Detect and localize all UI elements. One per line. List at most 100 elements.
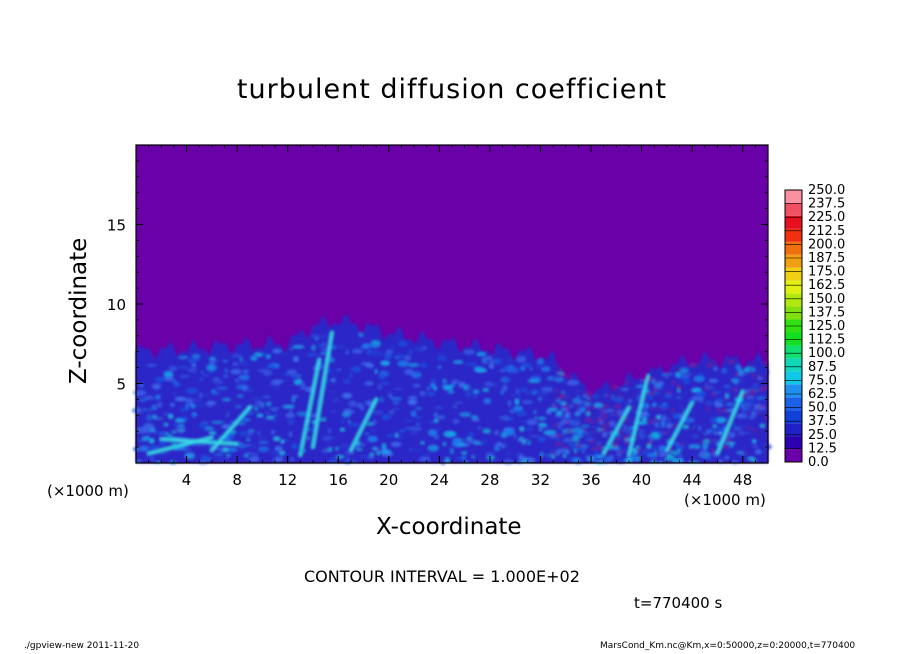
field-patch: [163, 376, 175, 382]
colorbar-label: 225.0: [808, 210, 845, 225]
field-patch: [755, 449, 762, 454]
field-patch: [344, 450, 355, 455]
field-patch: [661, 421, 665, 428]
field-speckle: [655, 420, 662, 423]
field-highlight: [273, 436, 281, 441]
field-patch: [210, 361, 215, 366]
field-speckle: [727, 411, 734, 414]
field-patch: [435, 415, 446, 419]
field-patch: [139, 445, 149, 452]
field-speckle: [643, 409, 649, 412]
field-patch: [286, 369, 298, 375]
field-speckle: [656, 452, 660, 457]
field-patch: [527, 440, 531, 445]
field-patch: [731, 423, 736, 427]
field-speckle: [761, 386, 769, 389]
field-patch: [437, 355, 447, 361]
field-patch: [486, 455, 495, 459]
field-speckle: [604, 405, 610, 408]
field-patch: [282, 353, 288, 356]
field-patch: [741, 402, 744, 409]
field-patch: [651, 446, 657, 450]
field-patch: [390, 442, 402, 447]
field-highlight: [615, 446, 618, 449]
field-patch: [541, 366, 551, 372]
field-highlight: [348, 420, 351, 423]
field-speckle: [745, 426, 752, 429]
field-highlight: [676, 449, 682, 452]
field-patch: [189, 358, 199, 362]
field-patch: [489, 362, 494, 369]
field-speckle: [601, 414, 605, 416]
field-patch: [742, 431, 753, 435]
field-patch: [442, 379, 447, 383]
field-speckle: [732, 388, 738, 391]
field-speckle: [554, 393, 561, 399]
field-patch: [517, 437, 529, 443]
field-speckle: [652, 388, 658, 391]
field-speckle: [625, 417, 629, 422]
field-patch: [271, 408, 277, 411]
field-patch: [635, 446, 640, 449]
field-speckle: [706, 402, 709, 407]
field-patch: [521, 420, 525, 423]
field-patch: [724, 455, 730, 460]
field-patch: [535, 362, 545, 369]
field-highlight: [605, 444, 614, 450]
field-patch: [544, 430, 557, 436]
field-patch: [138, 398, 147, 402]
field-speckle: [607, 449, 611, 451]
colorbar-swatch: [785, 306, 802, 320]
field-speckle: [575, 390, 579, 393]
field-patch: [411, 410, 416, 417]
field-highlight: [643, 417, 647, 422]
field-patch: [237, 394, 244, 398]
field-patch: [752, 409, 763, 413]
field-patch: [138, 384, 144, 387]
field-patch: [269, 382, 282, 385]
field-patch: [537, 436, 546, 443]
field-speckle: [750, 389, 757, 393]
field-patch: [629, 399, 632, 403]
field-patch: [236, 380, 244, 385]
field-speckle: [746, 371, 751, 375]
field-patch: [240, 361, 251, 367]
field-patch: [675, 372, 681, 378]
field-patch: [520, 366, 525, 371]
field-highlight: [563, 454, 566, 458]
field-patch: [142, 436, 151, 441]
field-patch: [556, 448, 569, 454]
field-patch: [392, 401, 400, 404]
field-patch: [731, 379, 739, 382]
field-speckle: [721, 360, 724, 362]
field-patch: [554, 415, 562, 417]
field-patch: [361, 343, 370, 349]
field-streak: [665, 401, 694, 452]
field-patch: [609, 420, 616, 427]
field-patch: [222, 360, 228, 362]
field-patch: [374, 434, 378, 436]
field-patch: [564, 412, 571, 418]
field-patch: [178, 356, 188, 359]
field-patch: [144, 395, 155, 400]
field-patch: [321, 436, 332, 441]
field-highlight: [257, 414, 263, 417]
field-highlight: [611, 431, 619, 436]
field-patch: [292, 357, 300, 362]
field-speckle: [751, 380, 759, 384]
field-speckle: [671, 381, 675, 385]
field-patch: [206, 402, 213, 408]
field-patch: [270, 452, 281, 455]
field-patch: [454, 410, 458, 414]
field-patch: [647, 453, 658, 458]
field-speckle: [594, 435, 602, 439]
x-unit-right: (×1000 m): [684, 491, 766, 509]
field-patch: [705, 383, 709, 387]
field-highlight: [467, 437, 472, 440]
field-highlight: [306, 437, 310, 440]
field-patch: [320, 365, 323, 370]
field-patch: [443, 385, 453, 390]
field-patch: [136, 459, 142, 463]
field-speckle: [674, 368, 681, 373]
field-patch: [155, 378, 163, 381]
